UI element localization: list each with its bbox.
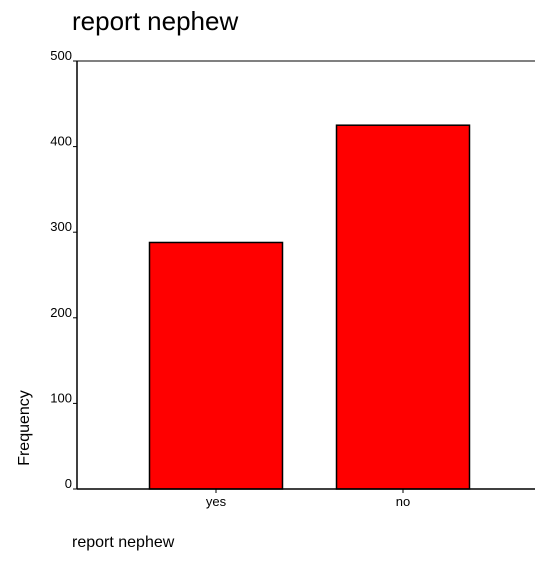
y-tick-label: 100 [50, 390, 72, 405]
x-axis-title: report nephew [72, 534, 175, 551]
y-tick-label: 0 [65, 476, 72, 491]
y-tick-label: 200 [50, 305, 72, 320]
y-tick-label: 300 [50, 219, 72, 234]
chart-title: report nephew [72, 6, 239, 36]
x-tick-label-no: no [396, 494, 410, 509]
bar-yes [148, 241, 284, 490]
bar-no [335, 124, 471, 490]
y-tick-label: 500 [50, 48, 72, 63]
x-tick-label-yes: yes [206, 494, 227, 509]
y-tick-label: 400 [50, 134, 72, 149]
